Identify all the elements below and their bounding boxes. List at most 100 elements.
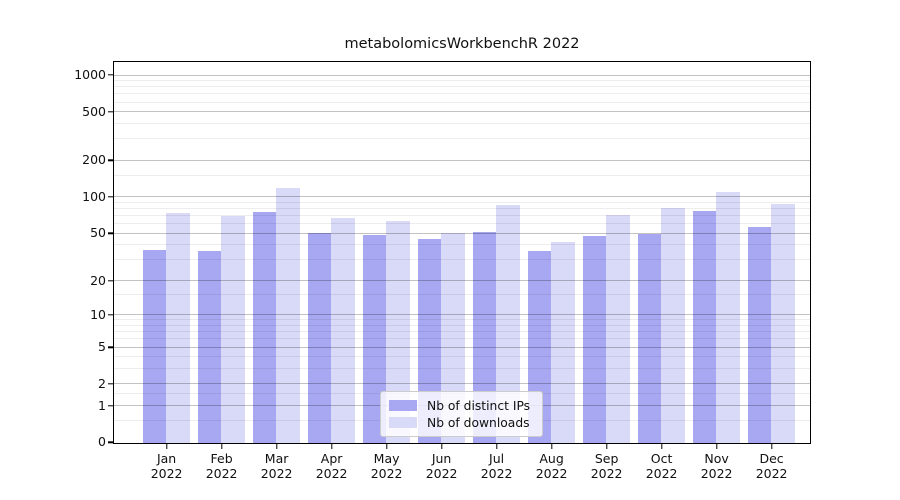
x-tick-mark — [440, 444, 443, 449]
legend-swatch-distinct-ips — [389, 400, 417, 411]
x-tick-label: Jan 2022 — [150, 451, 183, 481]
bar-distinct-ips — [472, 231, 496, 443]
bar-downloads — [221, 216, 245, 443]
bar-downloads — [441, 232, 465, 443]
legend-item-downloads: Nb of downloads — [389, 416, 534, 430]
gridline-major — [114, 346, 810, 348]
x-tick-mark — [660, 444, 663, 449]
gridline-minor — [114, 101, 810, 103]
x-tick-label: Nov 2022 — [700, 451, 733, 481]
gridline-minor — [114, 80, 810, 82]
y-tick-mark — [108, 74, 113, 76]
x-tick-label: May 2022 — [370, 451, 403, 481]
gridline-minor — [114, 223, 810, 225]
y-tick-label: 1 — [98, 397, 106, 413]
gridline-major — [114, 232, 810, 234]
legend-label-distinct-ips: Nb of distinct IPs — [427, 398, 531, 413]
gridline-minor — [114, 244, 810, 246]
bar-downloads — [496, 205, 520, 443]
gridline-minor — [114, 319, 810, 321]
y-tick-label: 50 — [90, 225, 106, 241]
legend-label-downloads: Nb of downloads — [427, 415, 530, 430]
y-tick-label: 2 — [98, 375, 106, 391]
y-tick-label: 100 — [82, 189, 106, 205]
bar-downloads — [386, 221, 410, 443]
bar-distinct-ips — [197, 251, 221, 443]
chart-title: metabolomicsWorkbenchR 2022 — [344, 36, 580, 52]
y-tick-mark — [108, 159, 113, 162]
bar-downloads — [276, 188, 300, 443]
gridline-minor — [114, 175, 810, 176]
x-tick-label: Apr 2022 — [315, 451, 348, 481]
y-tick-mark — [108, 383, 113, 385]
gridline-major — [114, 279, 810, 281]
y-tick-mark — [108, 279, 113, 282]
bar-downloads — [606, 214, 630, 443]
y-tick-mark — [108, 314, 113, 316]
gridline-major — [114, 314, 810, 316]
gridline-minor — [114, 259, 810, 261]
x-tick-mark — [165, 444, 168, 449]
legend: Nb of distinct IPs Nb of downloads — [380, 391, 543, 437]
x-tick-mark — [385, 444, 388, 449]
y-tick-mark — [108, 346, 113, 348]
bar-downloads — [551, 241, 575, 443]
x-tick-label: Sep 2022 — [590, 451, 623, 481]
x-tick-label: Jul 2022 — [480, 451, 513, 481]
x-tick-mark — [495, 444, 498, 449]
plot-canvas — [114, 62, 810, 443]
plot-area — [113, 61, 811, 444]
x-tick-mark — [330, 444, 333, 449]
gridline-minor — [114, 325, 810, 326]
gridline-minor — [114, 215, 810, 217]
bar-downloads — [771, 204, 795, 443]
bar-distinct-ips — [637, 234, 661, 443]
gridline-major — [114, 74, 810, 76]
bar-distinct-ips — [582, 236, 606, 443]
bar-distinct-ips — [252, 212, 276, 443]
x-tick-mark — [770, 444, 773, 449]
y-tick-label: 0 — [98, 434, 106, 450]
y-tick-mark — [108, 404, 113, 407]
x-tick-mark — [220, 444, 223, 449]
x-tick-mark — [550, 444, 553, 449]
x-tick-label: Aug 2022 — [535, 451, 568, 481]
legend-item-distinct-ips: Nb of distinct IPs — [389, 399, 534, 413]
y-tick-mark — [108, 111, 113, 113]
bar-distinct-ips — [307, 232, 331, 443]
y-tick-label: 5 — [98, 339, 106, 355]
gridline-minor — [114, 338, 810, 340]
bar-distinct-ips — [692, 210, 716, 443]
y-tick-label: 200 — [82, 152, 106, 168]
x-tick-mark — [275, 444, 278, 449]
gridline-major — [114, 196, 810, 198]
gridline-major — [114, 383, 810, 385]
gridline-major — [114, 111, 810, 113]
y-tick-mark — [108, 232, 113, 235]
gridline-minor — [114, 331, 810, 333]
x-tick-mark — [715, 444, 718, 449]
gridline-minor — [114, 202, 810, 203]
x-tick-label: Mar 2022 — [260, 451, 293, 481]
gridline-minor — [114, 86, 810, 88]
gridline-major — [114, 159, 810, 161]
gridline-minor — [114, 208, 810, 210]
y-tick-label: 500 — [82, 103, 106, 119]
y-tick-label: 1000 — [74, 67, 106, 83]
x-tick-mark — [605, 444, 608, 449]
y-tick-label: 10 — [90, 306, 106, 322]
legend-swatch-downloads — [389, 417, 417, 428]
gridline-minor — [114, 356, 810, 358]
x-tick-label: Oct 2022 — [645, 451, 678, 481]
x-tick-label: Feb 2022 — [205, 451, 238, 481]
bar-distinct-ips — [142, 249, 166, 443]
bar-distinct-ips — [747, 227, 771, 443]
bar-downloads — [331, 217, 355, 443]
gridline-minor — [114, 123, 810, 125]
bar-downloads — [166, 212, 190, 443]
gridline-minor — [114, 294, 810, 296]
x-tick-label: Dec 2022 — [755, 451, 788, 481]
y-tick-mark — [108, 196, 113, 198]
y-tick-mark — [108, 441, 113, 444]
